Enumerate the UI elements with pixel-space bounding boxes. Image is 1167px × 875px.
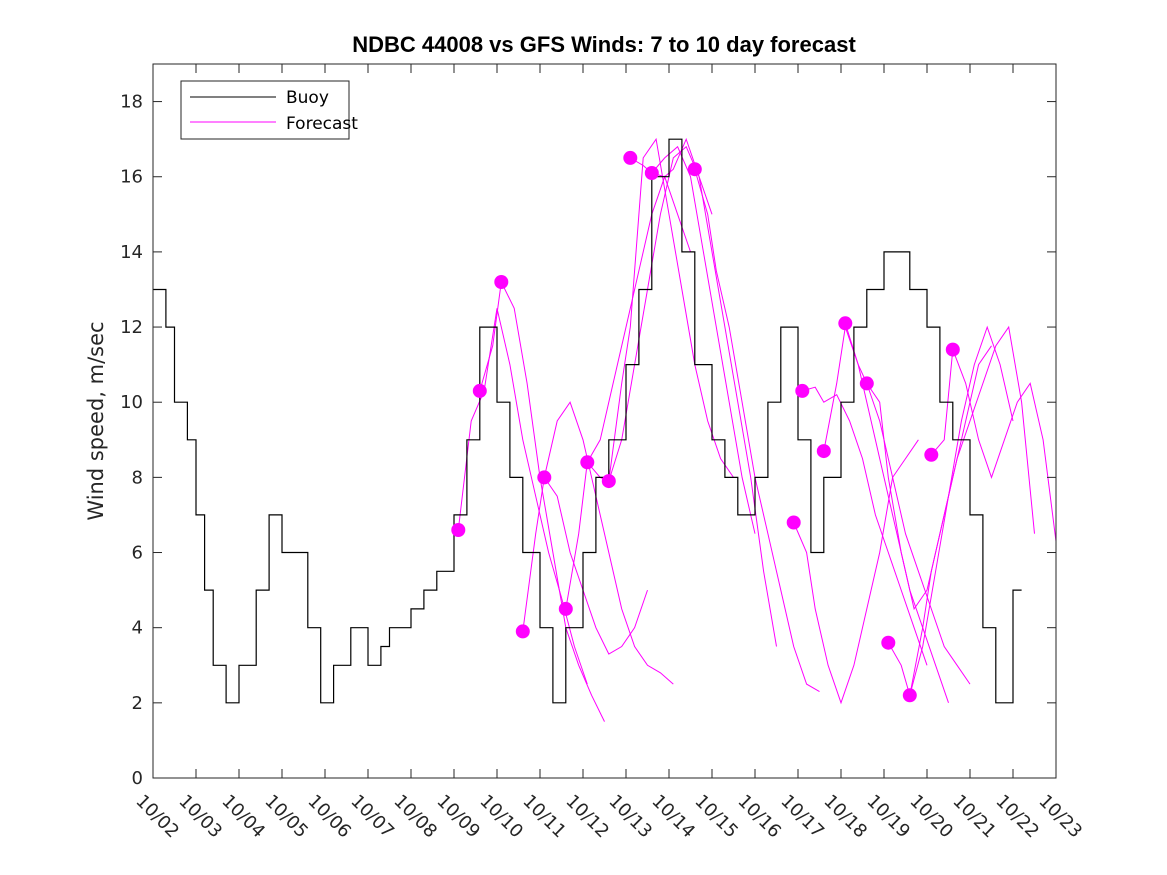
y-tick-label-1: 2 [132, 693, 143, 714]
forecast-run-12 [823, 326, 949, 703]
legend-buoy-label: Buoy [286, 88, 329, 108]
x-tick-label-20: 10/22 [991, 791, 1043, 843]
forecast-marker-0 [451, 523, 466, 537]
forecast-run-4 [565, 175, 691, 609]
x-tick-label-10: 10/12 [561, 791, 613, 843]
x-tick-label-11: 10/13 [604, 791, 656, 843]
y-axis-label: Wind speed, m/sec [84, 321, 108, 520]
y-tick-label-7: 14 [120, 242, 143, 263]
forecast-run-10 [793, 439, 919, 705]
y-tick-label-8: 16 [120, 167, 143, 188]
forecast-marker-17 [902, 688, 917, 703]
y-tick-label-4: 8 [132, 467, 143, 488]
chart-title: NDBC 44008 vs GFS Winds: 7 to 10 day for… [352, 32, 856, 57]
forecast-run-3 [543, 401, 674, 685]
forecast-marker-14 [838, 316, 853, 331]
forecast-marker-10 [687, 162, 702, 177]
x-tick-label-4: 10/06 [303, 791, 355, 843]
x-tick-label-17: 10/19 [862, 791, 914, 843]
forecast-marker-18 [924, 447, 939, 462]
axes [152, 63, 1057, 779]
y-tick-label-0: 0 [132, 768, 143, 789]
forecast-marker-11 [786, 515, 801, 530]
x-tick-label-6: 10/08 [389, 791, 441, 843]
forecast-run-17 [930, 349, 1057, 542]
x-tick-label-15: 10/17 [776, 791, 828, 843]
x-tick-label-3: 10/05 [260, 791, 312, 843]
forecast-markers [451, 150, 960, 703]
forecast-marker-5 [558, 601, 573, 616]
forecast-marker-9 [644, 166, 659, 180]
forecast-marker-3 [515, 624, 530, 639]
forecast-marker-15 [859, 376, 874, 391]
forecast-marker-1 [472, 383, 487, 398]
x-tick-label-16: 10/18 [819, 791, 871, 843]
forecast-run-16 [909, 325, 1035, 696]
forecast-marker-16 [881, 635, 896, 650]
y-tick-label-2: 4 [132, 618, 143, 639]
x-tick-label-19: 10/21 [948, 791, 1000, 843]
x-tick-label-8: 10/10 [475, 791, 527, 843]
x-tick-label-0: 10/02 [131, 791, 183, 843]
forecast-marker-7 [601, 474, 616, 489]
x-tick-label-5: 10/07 [346, 791, 398, 843]
forecast-marker-2 [494, 275, 509, 289]
x-tick-label-7: 10/09 [432, 791, 484, 843]
forecast-marker-19 [945, 342, 960, 357]
x-tick-label-13: 10/15 [690, 791, 742, 843]
x-tick-label-14: 10/16 [733, 791, 785, 843]
x-tick-label-1: 10/03 [174, 791, 226, 843]
forecast-marker-4 [537, 470, 552, 485]
x-tick-label-21: 10/23 [1034, 791, 1086, 843]
forecast-marker-12 [795, 383, 810, 398]
legend-forecast-label: Forecast [286, 114, 358, 134]
y-tick-label-3: 6 [132, 543, 143, 564]
x-tick-label-18: 10/20 [905, 791, 957, 843]
axes-box [152, 63, 1057, 779]
x-tick-label-9: 10/11 [518, 791, 570, 843]
legend-box [180, 80, 350, 140]
x-tick-label-2: 10/04 [217, 791, 269, 843]
forecast-marker-6 [580, 455, 595, 470]
y-tick-label-9: 18 [120, 92, 143, 113]
y-tick-label-5: 10 [120, 392, 143, 413]
buoy-line [153, 138, 1022, 704]
x-tick-label-12: 10/14 [647, 791, 699, 843]
legend: Buoy Forecast [180, 80, 358, 140]
forecast-marker-8 [623, 150, 638, 165]
forecast-marker-13 [816, 444, 831, 459]
y-tick-label-6: 12 [120, 317, 143, 338]
buoy-series-line [153, 138, 1022, 704]
forecast-run-11 [802, 386, 928, 666]
